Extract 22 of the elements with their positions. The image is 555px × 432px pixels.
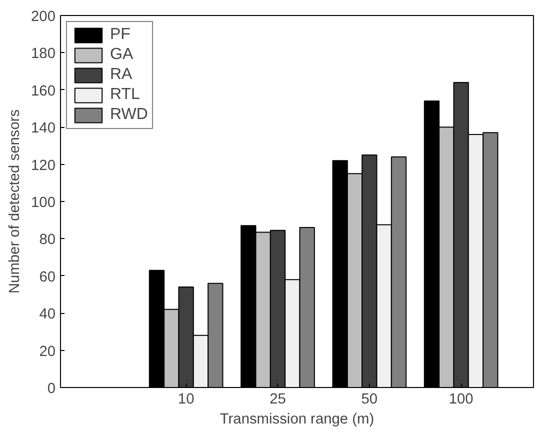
y-axis-title: Number of detected sensors xyxy=(7,109,24,294)
y-tick-label: 60 xyxy=(39,269,56,286)
legend-label: RWD xyxy=(110,106,148,124)
y-tick-label: 180 xyxy=(31,46,56,62)
legend-label: RTL xyxy=(110,86,140,104)
legend-label: GA xyxy=(110,46,134,64)
x-tick-label: 10 xyxy=(178,392,194,408)
x-tick-label: 50 xyxy=(361,392,378,408)
x-tick-label: 25 xyxy=(270,392,286,408)
y-tick-label: 80 xyxy=(39,232,56,248)
y-tick-label: 20 xyxy=(39,344,56,360)
y-tick-label: 140 xyxy=(31,120,56,137)
legend-label: RA xyxy=(110,66,132,84)
x-axis-title: Transmission range (m) xyxy=(220,412,374,428)
y-tick-label: 0 xyxy=(47,381,56,397)
y-tick-label: 200 xyxy=(31,9,56,25)
x-tick-label: 100 xyxy=(448,392,474,408)
y-tick-label: 120 xyxy=(31,158,56,174)
y-tick-label: 160 xyxy=(31,83,56,100)
y-tick-label: 40 xyxy=(39,306,56,323)
y-tick-label: 100 xyxy=(31,195,56,211)
legend-label: PF xyxy=(110,26,130,44)
